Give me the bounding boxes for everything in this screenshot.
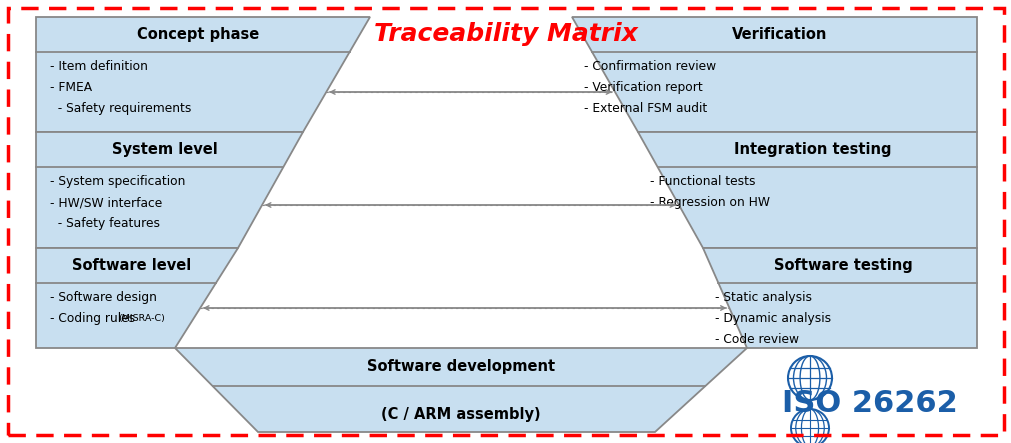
Text: - FMEA: - FMEA: [50, 81, 92, 94]
Polygon shape: [36, 132, 302, 248]
Polygon shape: [703, 248, 976, 348]
Text: - Item definition: - Item definition: [50, 60, 148, 73]
Text: - Coding rules: - Coding rules: [50, 312, 139, 325]
Text: - Static analysis: - Static analysis: [715, 291, 811, 304]
Text: - Safety features: - Safety features: [50, 217, 160, 230]
Text: ISO 26262: ISO 26262: [782, 389, 957, 417]
Text: - Software design: - Software design: [50, 291, 157, 304]
Polygon shape: [36, 17, 370, 132]
Text: (C / ARM assembly): (C / ARM assembly): [381, 407, 540, 421]
Text: System level: System level: [111, 142, 217, 157]
Text: Traceability Matrix: Traceability Matrix: [374, 22, 637, 46]
Text: Software development: Software development: [367, 360, 554, 374]
Text: Integration testing: Integration testing: [733, 142, 891, 157]
Text: - Functional tests: - Functional tests: [649, 175, 755, 188]
Text: - HW/SW interface: - HW/SW interface: [50, 196, 162, 209]
Text: Software testing: Software testing: [773, 258, 912, 273]
Text: - Dynamic analysis: - Dynamic analysis: [715, 312, 830, 325]
Text: - Verification report: - Verification report: [583, 81, 702, 94]
Polygon shape: [36, 248, 238, 348]
Text: Concept phase: Concept phase: [136, 27, 259, 42]
Text: - Safety requirements: - Safety requirements: [50, 102, 191, 115]
Text: (MISRA-C): (MISRA-C): [118, 314, 165, 323]
Text: Software level: Software level: [72, 258, 191, 273]
Text: Verification: Verification: [731, 27, 826, 42]
Text: - Regression on HW: - Regression on HW: [649, 196, 769, 209]
Text: - Code review: - Code review: [715, 333, 799, 346]
Text: - System specification: - System specification: [50, 175, 185, 188]
Text: - External FSM audit: - External FSM audit: [583, 102, 707, 115]
Text: - Confirmation review: - Confirmation review: [583, 60, 716, 73]
Polygon shape: [637, 132, 976, 248]
Polygon shape: [571, 17, 976, 132]
Polygon shape: [175, 348, 746, 432]
